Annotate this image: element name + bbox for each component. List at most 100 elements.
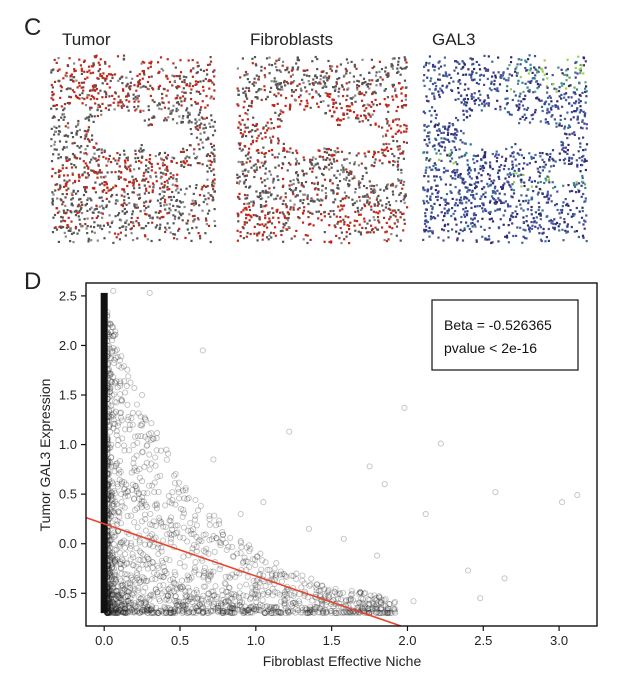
tissue-cell	[161, 97, 164, 100]
tissue-cell	[337, 205, 340, 208]
tissue-cell	[150, 75, 153, 78]
tissue-cell	[463, 227, 466, 230]
tissue-cell	[480, 109, 483, 112]
tissue-cell	[532, 77, 535, 80]
tissue-cell	[85, 133, 88, 136]
tissue-cell	[176, 173, 179, 176]
scatter-point	[200, 609, 207, 616]
scatter-point	[264, 566, 271, 573]
tissue-cell	[146, 238, 149, 241]
tissue-cell	[579, 105, 582, 108]
scatter-point	[180, 606, 188, 613]
tissue-cell	[331, 65, 334, 68]
scatter-point	[341, 609, 348, 616]
tissue-cell	[472, 196, 475, 199]
tissue-cell	[482, 164, 485, 168]
tissue-cell	[309, 160, 312, 164]
tissue-cell	[246, 157, 249, 160]
tissue-cell	[561, 84, 564, 87]
tissue-cell	[207, 136, 210, 139]
tissue-cell	[213, 148, 216, 151]
tissue-cell	[91, 156, 94, 159]
tissue-cell	[522, 209, 525, 212]
scatter-point	[199, 610, 206, 617]
scatter-point	[119, 557, 126, 564]
tissue-cell	[352, 96, 355, 99]
tissue-cell	[519, 63, 522, 66]
tissue-cell	[289, 103, 292, 106]
scatter-point	[115, 609, 122, 616]
tissue-cell	[351, 177, 354, 180]
scatter-point	[121, 587, 128, 594]
scatter-point	[247, 609, 254, 616]
tissue-cell	[345, 176, 348, 179]
tissue-cell	[259, 192, 262, 195]
tissue-cell	[56, 69, 59, 72]
tissue-cell	[263, 155, 266, 158]
tissue-cell	[533, 66, 536, 69]
tissue-cell	[405, 124, 408, 127]
scatter-point	[205, 590, 212, 597]
tissue-cell	[108, 95, 111, 98]
tissue-cell	[70, 220, 73, 223]
tissue-cell	[281, 64, 284, 67]
tissue-cell	[504, 209, 507, 212]
tissue-cell	[426, 99, 429, 102]
tissue-cell	[454, 128, 457, 131]
scatter-point	[124, 416, 131, 423]
tissue-cell	[264, 136, 267, 139]
tissue-cell	[403, 79, 407, 82]
tissue-cell	[264, 172, 267, 175]
tissue-cell	[89, 113, 92, 116]
scatter-point	[107, 385, 114, 392]
scatter-point	[133, 401, 141, 408]
tissue-cell	[191, 215, 194, 218]
scatter-point	[138, 497, 145, 505]
tissue-cell	[498, 192, 501, 195]
tissue-cell	[536, 82, 539, 86]
tissue-cell	[70, 202, 73, 205]
tissue-cell	[275, 95, 278, 98]
tissue-cell	[373, 204, 376, 207]
tissue-cell	[398, 57, 401, 60]
tissue-cell	[519, 117, 522, 121]
tissue-cell	[504, 79, 508, 82]
tissue-cell	[115, 199, 118, 202]
tissue-cell	[136, 95, 139, 98]
tissue-cell	[384, 148, 387, 151]
tissue-cell	[166, 188, 169, 191]
tissue-cell	[117, 95, 120, 98]
tissue-cell	[186, 116, 189, 119]
tissue-cell	[105, 164, 108, 167]
tissue-cell	[123, 153, 126, 156]
scatter-point	[171, 605, 178, 612]
tissue-cell	[164, 230, 167, 234]
tissue-cell	[104, 62, 107, 65]
tissue-cell	[473, 92, 476, 95]
scatter-point	[388, 610, 395, 617]
tissue-cell	[382, 143, 385, 146]
scatter-point	[347, 596, 354, 603]
tissue-cell	[78, 211, 81, 214]
tissue-cell	[327, 77, 330, 80]
tissue-cell	[189, 70, 192, 73]
tissue-cell	[248, 147, 251, 150]
tissue-cell	[53, 125, 56, 128]
scatter-point	[144, 607, 151, 614]
tissue-cell	[80, 86, 83, 89]
tissue-cell	[373, 90, 376, 93]
scatter-point	[207, 571, 215, 578]
tissue-cell	[488, 218, 491, 221]
tissue-cell	[443, 146, 447, 149]
tissue-cell	[209, 60, 213, 63]
tissue-cell	[306, 241, 309, 245]
tissue-cell	[570, 104, 573, 107]
scatter-point	[171, 580, 178, 587]
tissue-cell	[440, 131, 443, 135]
tissue-cell	[397, 168, 400, 171]
tissue-cell	[78, 209, 81, 212]
tissue-cell	[405, 65, 408, 69]
tissue-cell	[422, 238, 425, 241]
tissue-cell	[527, 199, 530, 202]
tissue-cell	[333, 224, 336, 227]
